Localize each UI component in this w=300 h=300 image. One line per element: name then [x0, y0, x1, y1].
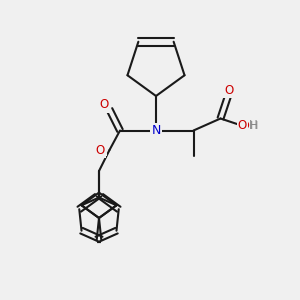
- Text: H: H: [250, 121, 258, 131]
- Text: O: O: [96, 143, 105, 157]
- Text: O: O: [99, 99, 108, 109]
- Text: N: N: [151, 124, 161, 137]
- Text: O: O: [224, 84, 232, 94]
- Text: H: H: [249, 118, 258, 132]
- Text: O: O: [240, 121, 249, 131]
- Text: O: O: [100, 98, 109, 112]
- Text: O: O: [224, 84, 233, 97]
- Text: O: O: [97, 145, 106, 155]
- Text: O: O: [238, 118, 247, 132]
